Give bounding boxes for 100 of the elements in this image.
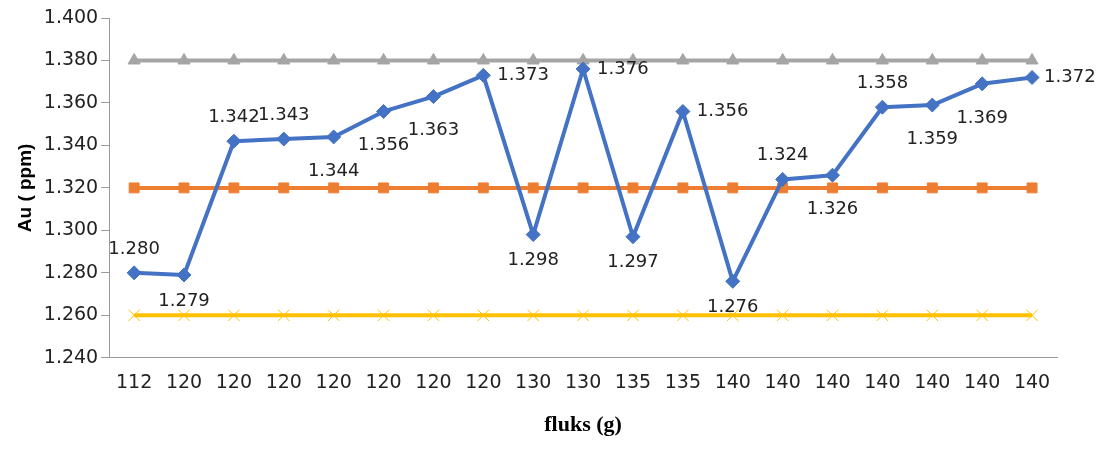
x-tick-label: 120 xyxy=(315,370,352,393)
x-tick-label: 120 xyxy=(415,370,452,393)
point xyxy=(925,52,939,65)
y-tick-label: 1.260 xyxy=(43,302,99,325)
data-label: 1.369 xyxy=(956,105,1008,127)
point xyxy=(278,182,290,194)
point xyxy=(127,309,141,322)
point xyxy=(377,52,391,65)
point xyxy=(827,182,838,194)
point xyxy=(126,265,142,281)
point xyxy=(776,52,790,65)
point xyxy=(725,273,741,289)
point xyxy=(1024,69,1040,85)
point xyxy=(377,309,390,322)
point xyxy=(576,309,590,322)
point xyxy=(976,309,989,322)
point xyxy=(226,133,242,149)
data-label: 1.356 xyxy=(357,133,410,155)
x-tick-label: 140 xyxy=(1013,370,1051,393)
point xyxy=(976,182,988,194)
point xyxy=(975,52,989,65)
point xyxy=(427,309,440,322)
point xyxy=(526,52,540,65)
point xyxy=(277,52,291,65)
point xyxy=(825,52,840,65)
point xyxy=(525,227,541,243)
x-tick-label: 140 xyxy=(814,370,851,393)
point xyxy=(924,97,940,113)
point xyxy=(825,167,841,183)
x-tick-label: 140 xyxy=(914,370,951,393)
x-axis-title: fluks (g) xyxy=(544,411,622,437)
data-label: 1.276 xyxy=(706,295,759,317)
point xyxy=(227,309,241,322)
point xyxy=(876,182,888,194)
x-tick-label: 120 xyxy=(165,370,203,393)
point xyxy=(776,309,789,322)
y-tick-label: 1.320 xyxy=(43,174,99,197)
point xyxy=(676,52,690,65)
data-label: 1.298 xyxy=(507,248,559,270)
point xyxy=(477,182,489,194)
x-tick-label: 140 xyxy=(764,370,801,393)
point xyxy=(177,52,191,65)
point xyxy=(426,52,441,65)
data-label: 1.324 xyxy=(756,143,809,165)
data-label: 1.297 xyxy=(607,250,659,272)
point xyxy=(926,309,939,322)
x-tick-label: 120 xyxy=(365,370,402,393)
point xyxy=(926,182,938,194)
x-tick-label: 130 xyxy=(515,370,552,393)
x-tick-label: 120 xyxy=(265,370,302,393)
point xyxy=(127,52,141,65)
point xyxy=(327,52,341,65)
data-label: 1.372 xyxy=(1044,65,1096,87)
data-label: 1.343 xyxy=(258,102,310,124)
point xyxy=(675,103,691,119)
point xyxy=(477,309,490,322)
x-tick-label: 140 xyxy=(964,370,1001,393)
point xyxy=(826,309,839,322)
point xyxy=(427,182,439,194)
y-tick-label: 1.400 xyxy=(43,4,99,27)
y-tick-label: 1.380 xyxy=(43,47,99,70)
data-label: 1.358 xyxy=(856,70,909,92)
point xyxy=(874,99,890,115)
point xyxy=(677,182,689,194)
point xyxy=(577,182,589,194)
x-tick-label: 140 xyxy=(864,370,901,393)
point xyxy=(227,52,241,65)
y-tick-label: 1.240 xyxy=(43,344,99,367)
point xyxy=(376,103,392,119)
point xyxy=(328,182,340,194)
x-tick-label: 120 xyxy=(465,370,502,393)
point xyxy=(327,309,340,322)
point xyxy=(1025,309,1039,322)
point xyxy=(177,309,191,322)
data-label: 1.356 xyxy=(696,99,749,121)
point xyxy=(277,309,290,322)
point xyxy=(228,182,240,194)
data-label: 1.342 xyxy=(208,104,260,126)
point xyxy=(627,182,639,194)
point xyxy=(527,309,540,322)
point xyxy=(326,129,342,145)
data-label: 1.326 xyxy=(806,196,859,218)
data-label: 1.373 xyxy=(497,63,549,85)
point xyxy=(425,89,441,105)
x-tick-label: 140 xyxy=(714,370,751,393)
point xyxy=(276,131,292,147)
x-tick-label: 135 xyxy=(614,370,652,393)
point xyxy=(726,52,740,65)
data-label: 1.376 xyxy=(597,56,649,78)
point xyxy=(727,182,739,194)
point xyxy=(876,309,889,322)
point xyxy=(625,229,641,245)
point xyxy=(176,267,192,283)
point xyxy=(378,182,390,194)
x-tick-label: 120 xyxy=(215,370,253,393)
point xyxy=(527,182,539,194)
point xyxy=(476,52,490,65)
point xyxy=(974,76,990,92)
x-tick-label: 112 xyxy=(116,370,153,393)
point xyxy=(676,309,690,322)
